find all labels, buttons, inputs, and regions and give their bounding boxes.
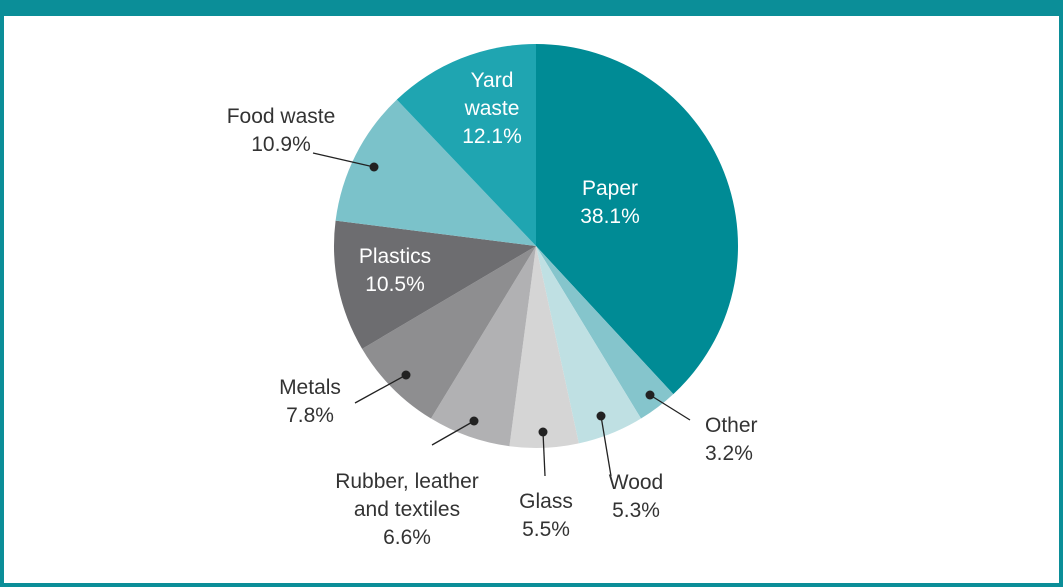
pie-slice-paper [536,44,739,395]
pie-slice-food-waste [335,99,536,247]
slice-label-food-waste: Food waste 10.9% [227,105,336,156]
slice-label-other: Other 3.2% [705,414,758,465]
pie-slice-wood [536,246,641,444]
slice-name-paper: Paper [582,177,638,200]
leader-dot-other [645,390,655,400]
pie-slice-glass [509,246,579,448]
slice-label-rubber-leather-and-textiles: Rubber, leather and textiles 6.6% [335,470,479,549]
leader-dot-food-waste [369,162,379,172]
slice-name-glass: Glass [519,490,573,513]
slice-value-paper: 38.1% [580,205,640,228]
slice-label-wood: Wood 5.3% [609,471,663,522]
leader-dot-metals [401,370,411,380]
slice-label-paper: Paper 38.1% [580,177,640,228]
pie-slice-yard-waste [396,44,536,246]
leader-line-rubber-leather-and-textiles [431,420,475,446]
slice-label-plastics: Plastics 10.5% [359,245,431,296]
leader-line-food-waste [312,152,375,168]
pie-slice-rubber-leather-and-textiles [431,246,536,447]
pie-slice-other [536,246,674,419]
slice-name-other: Other [705,414,758,437]
slice-label-yard-waste: Yard waste 12.1% [462,69,522,148]
slice-value-wood: 5.3% [612,499,660,522]
leader-line-metals [354,374,407,404]
slice-name-food-waste: Food waste [227,105,336,128]
slice-name-wood: Wood [609,471,663,494]
slice-name-rubber-leather-and-textiles: Rubber, leather [335,470,479,493]
leader-line-wood [600,415,612,477]
pie-slice-plastics [333,220,536,349]
slice-name-rubber-leather-and-textiles: and textiles [354,498,460,521]
leader-dot-wood [596,411,606,421]
slice-name-yard-waste: waste [464,97,520,120]
slice-name-metals: Metals [279,376,341,399]
slice-value-rubber-leather-and-textiles: 6.6% [383,526,431,549]
leader-dot-rubber-leather-and-textiles [469,416,479,426]
slice-value-yard-waste: 12.1% [462,125,522,148]
slice-value-metals: 7.8% [286,404,334,427]
slice-label-glass: Glass 5.5% [519,490,573,541]
leader-line-glass [542,431,546,477]
slice-name-plastics: Plastics [359,245,431,268]
slice-value-food-waste: 10.9% [251,133,311,156]
slice-value-plastics: 10.5% [365,273,425,296]
slice-value-other: 3.2% [705,442,753,465]
slice-name-yard-waste: Yard [471,69,514,92]
leader-dot-glass [538,427,548,437]
slice-value-glass: 5.5% [522,518,570,541]
slice-label-metals: Metals 7.8% [279,376,341,427]
leader-line-other [649,394,691,421]
